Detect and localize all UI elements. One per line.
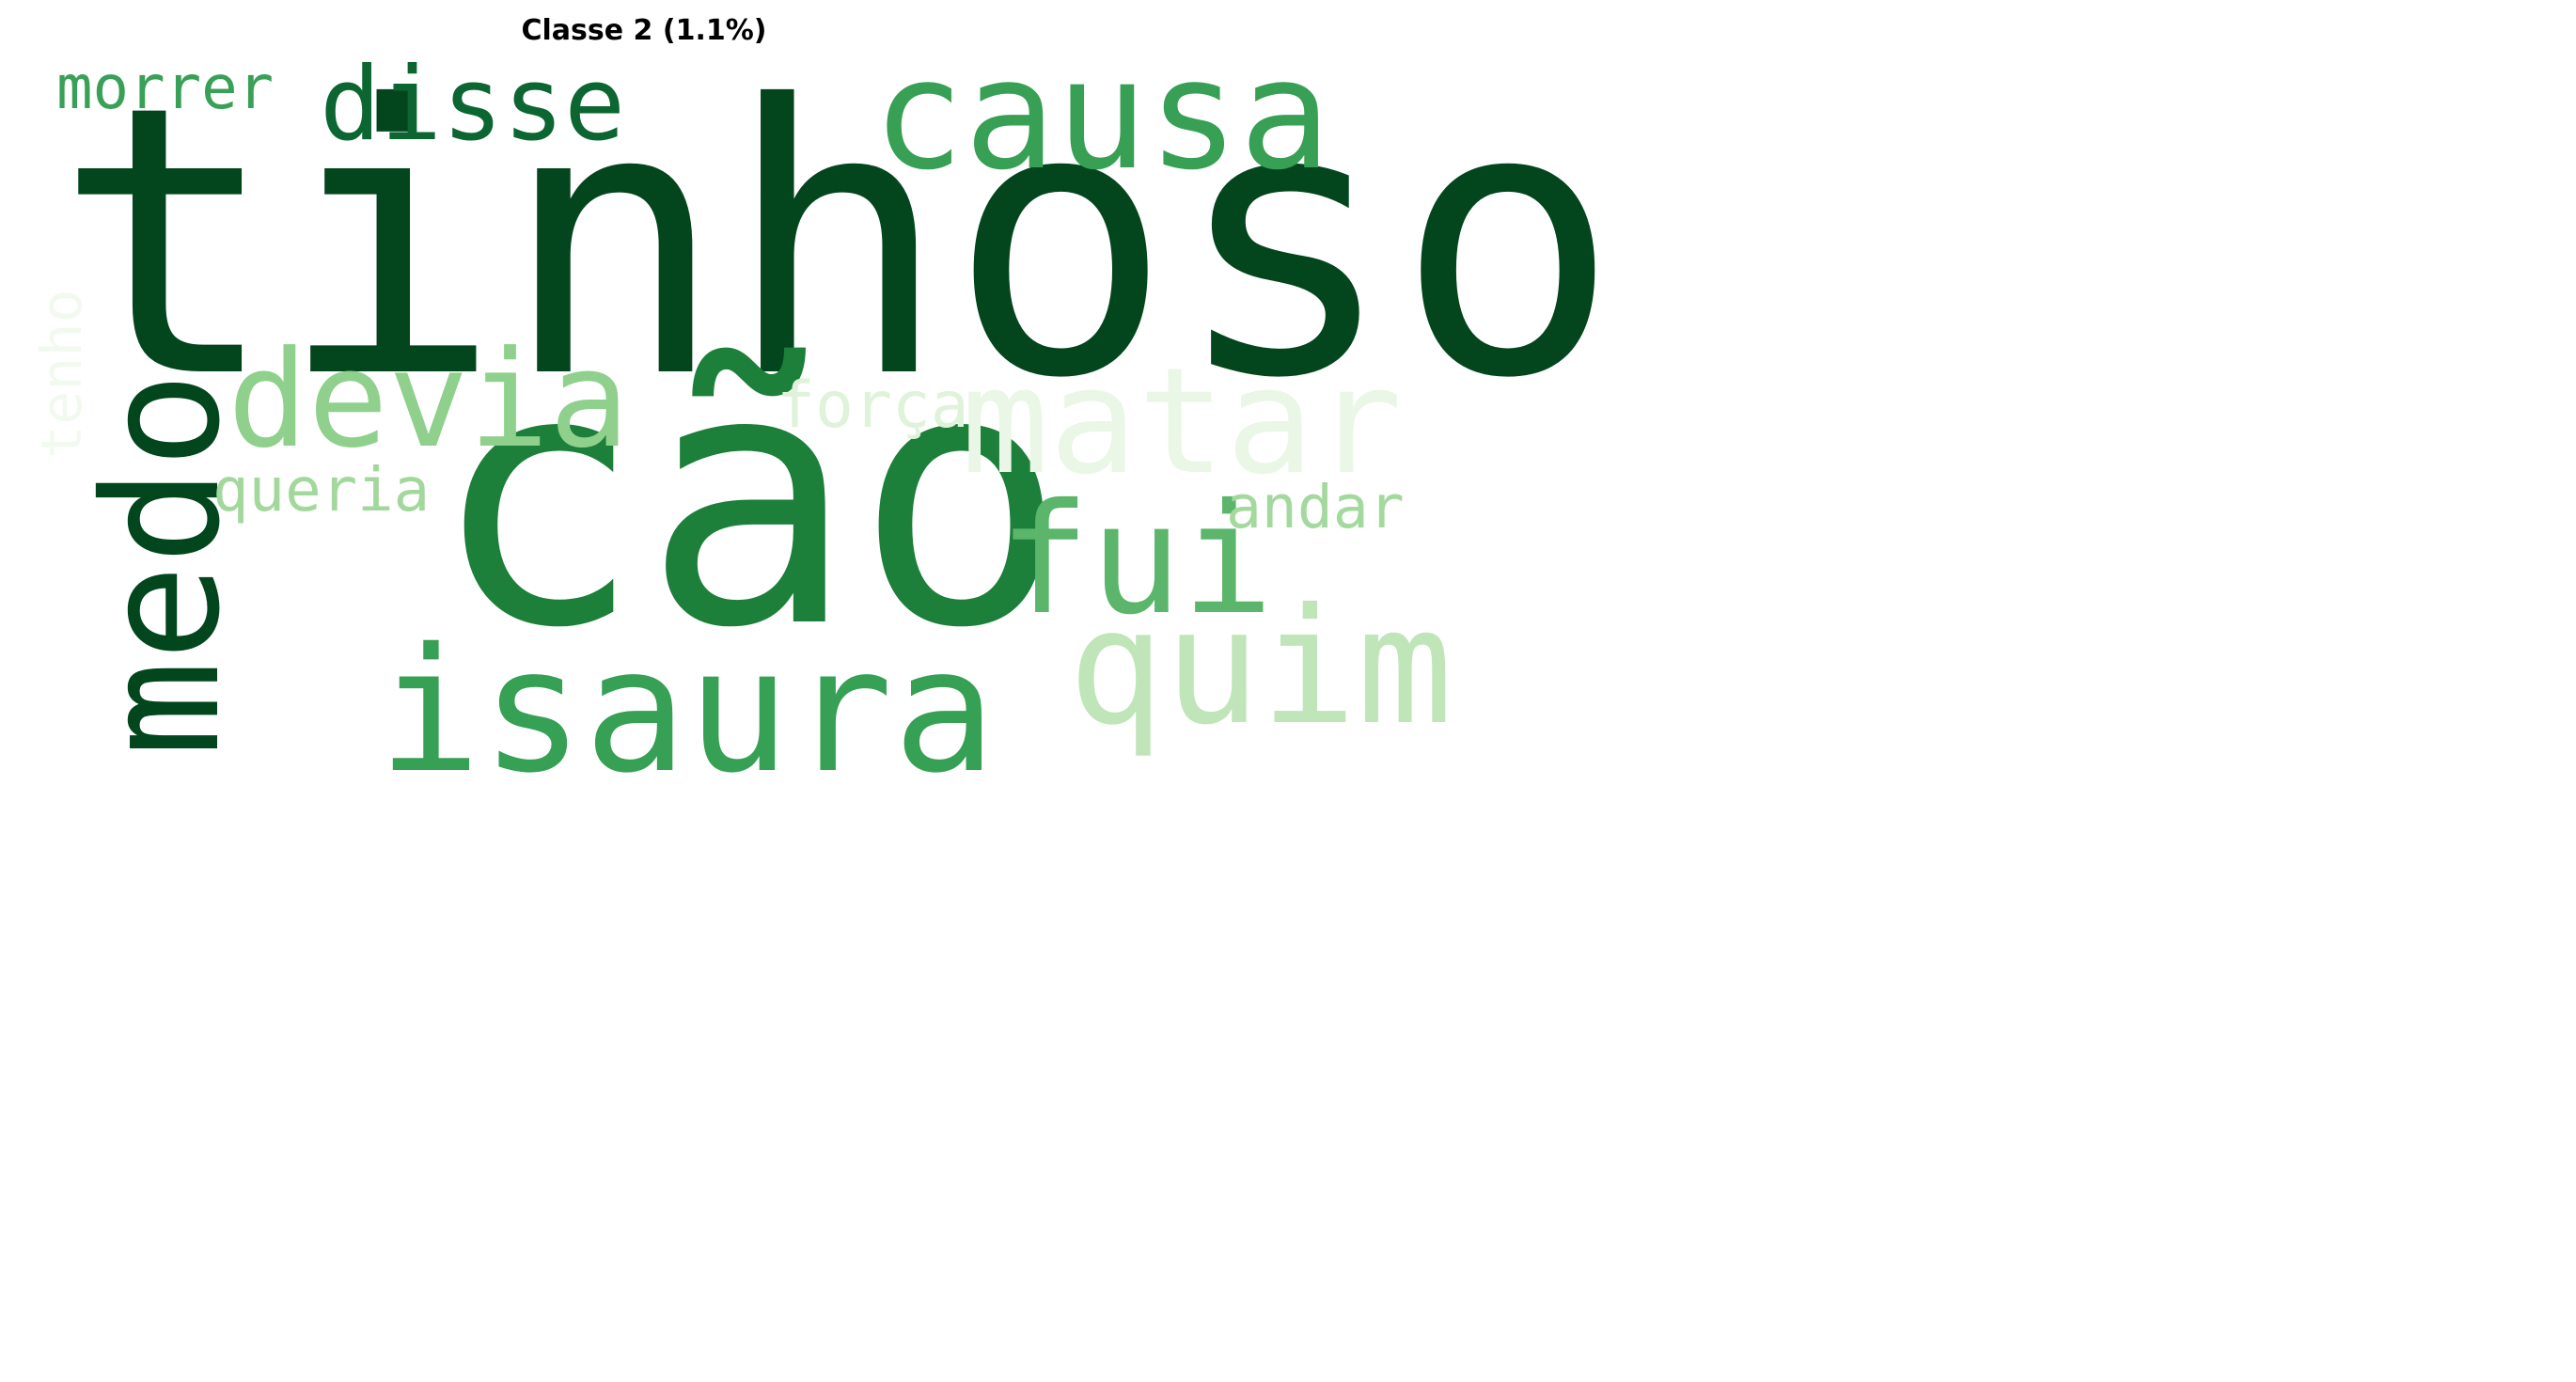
word-medo: medo xyxy=(70,371,256,757)
word-tinhoso: tinhoso xyxy=(55,27,1620,460)
word-causa: causa xyxy=(872,27,1331,204)
word-devia: devia xyxy=(228,322,630,478)
word-isaura: isaura xyxy=(378,611,997,810)
word-matar: matar xyxy=(961,336,1403,507)
word-tenho: tenho xyxy=(29,289,95,459)
word-disse: disse xyxy=(320,46,626,164)
word-morrer: morrer xyxy=(56,54,275,123)
word-forca: força xyxy=(777,369,969,443)
figure-title: Classe 2 (1.1%) xyxy=(521,14,767,47)
word-quim: quim xyxy=(1068,574,1453,761)
word-fui: fui xyxy=(998,472,1274,649)
word-andar: andar xyxy=(1226,473,1405,542)
word-queria: queria xyxy=(212,456,431,526)
word-cao: cão xyxy=(431,295,1068,705)
